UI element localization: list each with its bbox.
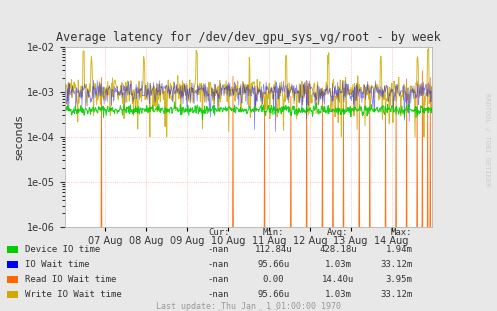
Text: 1.94m: 1.94m	[386, 245, 413, 254]
Text: Avg:: Avg:	[327, 228, 349, 237]
Text: Max:: Max:	[391, 228, 413, 237]
Text: 1.03m: 1.03m	[325, 260, 351, 269]
Text: 95.66u: 95.66u	[257, 290, 289, 299]
Text: Munin 2.0.57: Munin 2.0.57	[219, 309, 278, 311]
Text: 428.18u: 428.18u	[319, 245, 357, 254]
Text: 1.03m: 1.03m	[325, 290, 351, 299]
Text: RRDTOOL / TOBI OETIKER: RRDTOOL / TOBI OETIKER	[484, 93, 490, 187]
Text: Last update: Thu Jan  1 01:00:00 1970: Last update: Thu Jan 1 01:00:00 1970	[156, 302, 341, 311]
Text: Cur:: Cur:	[208, 228, 230, 237]
Text: -nan: -nan	[208, 260, 230, 269]
Text: 14.40u: 14.40u	[322, 275, 354, 284]
Text: -nan: -nan	[208, 245, 230, 254]
Text: 0.00: 0.00	[262, 275, 284, 284]
Text: Min:: Min:	[262, 228, 284, 237]
Text: Read IO Wait time: Read IO Wait time	[25, 275, 116, 284]
Text: 33.12m: 33.12m	[380, 260, 413, 269]
Text: IO Wait time: IO Wait time	[25, 260, 89, 269]
Text: 95.66u: 95.66u	[257, 260, 289, 269]
Text: -nan: -nan	[208, 290, 230, 299]
Y-axis label: seconds: seconds	[14, 114, 24, 160]
Text: Write IO Wait time: Write IO Wait time	[25, 290, 122, 299]
Title: Average latency for /dev/dev_gpu_sys_vg/root - by week: Average latency for /dev/dev_gpu_sys_vg/…	[56, 31, 441, 44]
Text: -nan: -nan	[208, 275, 230, 284]
Text: 112.84u: 112.84u	[254, 245, 292, 254]
Text: 3.95m: 3.95m	[386, 275, 413, 284]
Text: Device IO time: Device IO time	[25, 245, 100, 254]
Text: 33.12m: 33.12m	[380, 290, 413, 299]
